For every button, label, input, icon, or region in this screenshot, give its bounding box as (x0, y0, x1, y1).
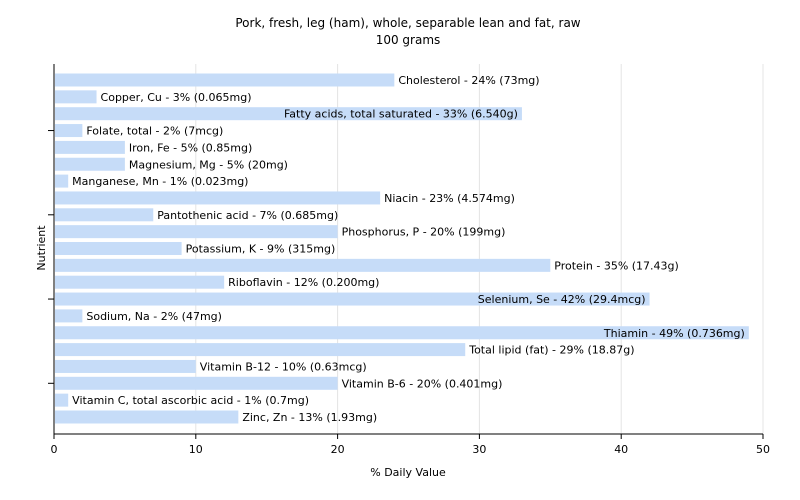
bar-label: Vitamin B-12 - 10% (0.63mcg) (200, 360, 367, 373)
chart-subtitle: 100 grams (376, 33, 441, 47)
bar (55, 157, 125, 171)
bar (55, 410, 239, 424)
bar-label: Phosphorus, P - 20% (199mg) (342, 226, 506, 239)
bar-label: Thiamin - 49% (0.736mg) (603, 327, 745, 340)
bar-label: Protein - 35% (17.43g) (554, 259, 679, 272)
x-axis-label: % Daily Value (370, 466, 446, 479)
bar (55, 191, 381, 205)
bar (55, 73, 395, 87)
bar-label: Magnesium, Mg - 5% (20mg) (129, 158, 288, 171)
x-tick-label: 20 (331, 443, 345, 456)
bar (55, 242, 182, 255)
bar-label: Folate, total - 2% (7mcg) (86, 125, 223, 138)
bar-label: Sodium, Na - 2% (47mg) (86, 310, 222, 323)
bar (55, 124, 83, 138)
bar-label: Vitamin C, total ascorbic acid - 1% (0.7… (72, 394, 309, 407)
bar (55, 258, 551, 272)
x-tick-label: 40 (614, 443, 628, 456)
bar (55, 326, 749, 340)
bar-label: Cholesterol - 24% (73mg) (398, 74, 539, 87)
bar (55, 309, 83, 323)
bar (55, 376, 338, 390)
bar (55, 208, 154, 222)
bar (55, 174, 69, 188)
bar (55, 90, 97, 104)
x-tick-label: 0 (51, 443, 58, 456)
bar (55, 225, 338, 239)
bar-labels: Cholesterol - 24% (73mg) Copper, Cu - 3% … (72, 74, 745, 424)
bar (55, 393, 69, 407)
bar-label: Iron, Fe - 5% (0.85mg) (129, 141, 252, 154)
chart-title: Pork, fresh, leg (ham), whole, separable… (235, 16, 580, 30)
bar-label: Riboflavin - 12% (0.200mg) (228, 276, 379, 289)
bar (55, 359, 196, 373)
bar-label: Vitamin B-6 - 20% (0.401mg) (342, 377, 503, 390)
bar-label: Fatty acids, total saturated - 33% (6.54… (284, 108, 518, 121)
bar-label: Selenium, Se - 42% (29.4mcg) (478, 293, 646, 306)
bar-label: Zinc, Zn - 13% (1.93mg) (242, 411, 377, 424)
x-tick-label: 10 (189, 443, 203, 456)
bar-label: Copper, Cu - 3% (0.065mg) (101, 91, 252, 104)
bar (55, 140, 125, 154)
bar (55, 292, 650, 306)
x-tick-label: 50 (756, 443, 770, 456)
y-axis-label: Nutrient (35, 225, 48, 271)
bar-label: Pantothenic acid - 7% (0.685mg) (157, 209, 338, 222)
bars (55, 73, 749, 424)
bar-label: Manganese, Mn - 1% (0.023mg) (72, 175, 248, 188)
bar (55, 107, 522, 121)
x-tick-label: 30 (472, 443, 486, 456)
bar-label: Niacin - 23% (4.574mg) (384, 192, 515, 205)
bar-label: Total lipid (fat) - 29% (18.87g) (468, 344, 634, 357)
bar-label: Potassium, K - 9% (315mg) (186, 243, 336, 256)
bar (55, 275, 225, 289)
axes: 0 10 20 30 40 50 (48, 64, 770, 456)
bar (55, 343, 466, 357)
